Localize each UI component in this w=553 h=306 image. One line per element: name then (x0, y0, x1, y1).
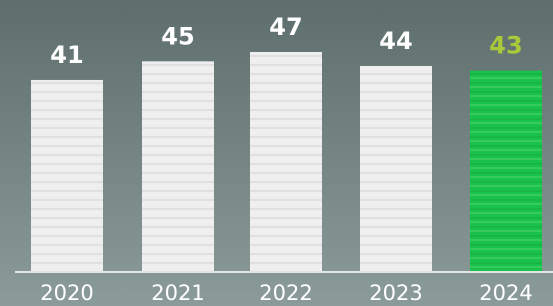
year-label: 2023 (369, 281, 422, 305)
year-label: 2024 (479, 281, 532, 305)
page: 412020452021472022442023432024 (() => { … (0, 0, 553, 306)
year-label: 2020 (40, 281, 93, 305)
value-label: 43 (489, 32, 522, 60)
paper-texture (360, 66, 432, 271)
year-label: 2021 (151, 281, 204, 305)
chart: 41 2020 45 2021 47 2022 44 2023 43 2024 (0, 0, 553, 306)
year-label: 2022 (259, 281, 312, 305)
paper-texture (250, 52, 322, 271)
value-label: 47 (269, 13, 302, 41)
value-label: 44 (379, 27, 412, 55)
value-label: 45 (161, 22, 194, 50)
paper-texture (31, 80, 103, 271)
paper-texture (470, 71, 542, 271)
paper-texture (142, 61, 214, 271)
value-label: 41 (50, 41, 83, 69)
